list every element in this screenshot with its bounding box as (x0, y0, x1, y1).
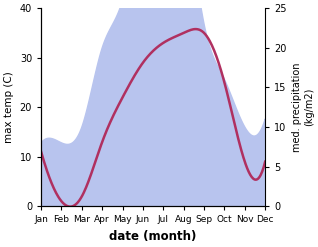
Y-axis label: max temp (C): max temp (C) (4, 71, 14, 143)
Y-axis label: med. precipitation
(kg/m2): med. precipitation (kg/m2) (292, 62, 314, 152)
X-axis label: date (month): date (month) (109, 230, 197, 243)
